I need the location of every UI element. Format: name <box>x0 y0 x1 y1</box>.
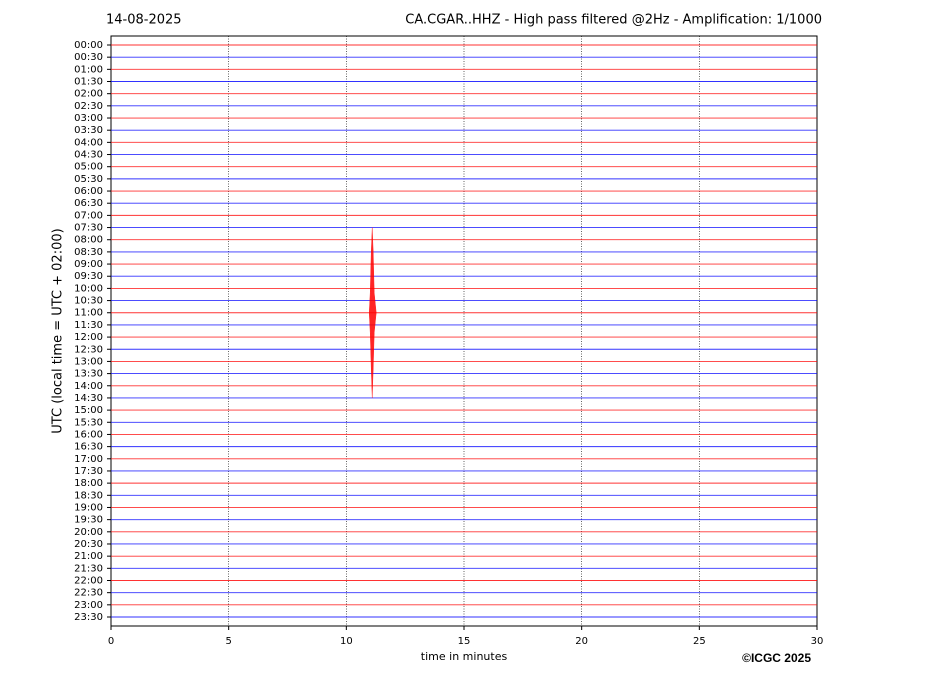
y-tick-label: 05:00 <box>74 162 103 173</box>
y-tick-label: 08:30 <box>74 247 103 258</box>
copyright: ©ICGC 2025 <box>742 651 811 665</box>
y-tick-label: 22:30 <box>74 588 103 599</box>
y-tick-label: 01:00 <box>74 64 103 75</box>
y-tick-label: 14:00 <box>74 381 103 392</box>
y-tick-label: 16:30 <box>74 442 103 453</box>
y-tick-label: 04:00 <box>74 137 103 148</box>
y-tick-label: 08:00 <box>74 235 103 246</box>
y-tick-label: 04:30 <box>74 150 103 161</box>
y-tick-label: 23:30 <box>74 612 103 623</box>
y-tick-label: 09:00 <box>74 259 103 270</box>
y-tick-label: 20:30 <box>74 539 103 550</box>
y-tick-label: 02:00 <box>74 89 103 100</box>
y-tick-label: 06:30 <box>74 198 103 209</box>
y-tick-label: 17:30 <box>74 466 103 477</box>
y-tick-label: 10:30 <box>74 296 103 307</box>
y-tick-label: 03:30 <box>74 125 103 136</box>
y-tick-label: 05:30 <box>74 174 103 185</box>
y-tick-label: 19:30 <box>74 515 103 526</box>
y-tick-label: 21:30 <box>74 563 103 574</box>
y-tick-label: 13:30 <box>74 369 103 380</box>
y-tick-label: 16:00 <box>74 429 103 440</box>
chart-title: CA.CGAR..HHZ - High pass filtered @2Hz -… <box>405 13 822 28</box>
x-tick-label: 10 <box>340 636 353 647</box>
y-tick-label: 02:30 <box>74 101 103 112</box>
y-tick-label: 14:30 <box>74 393 103 404</box>
y-tick-label: 15:00 <box>74 405 103 416</box>
y-tick-label: 22:00 <box>74 575 103 586</box>
x-axis-label: time in minutes <box>421 650 508 663</box>
y-tick-label: 19:00 <box>74 502 103 513</box>
y-tick-label: 00:30 <box>74 52 103 63</box>
y-tick-label: 17:00 <box>74 454 103 465</box>
event-waveform <box>368 227 377 398</box>
x-tick-label: 20 <box>575 636 588 647</box>
y-tick-label: 23:00 <box>74 600 103 611</box>
y-tick-label: 13:00 <box>74 356 103 367</box>
y-tick-label: 18:00 <box>74 478 103 489</box>
y-tick-label: 07:00 <box>74 210 103 221</box>
x-tick-label: 5 <box>225 636 231 647</box>
y-tick-label: 21:00 <box>74 551 103 562</box>
y-tick-label: 11:00 <box>74 308 103 319</box>
y-tick-label: 11:30 <box>74 320 103 331</box>
y-tick-label: 12:30 <box>74 344 103 355</box>
x-tick-label: 25 <box>693 636 706 647</box>
y-axis-label: UTC (local time = UTC + 02:00) <box>51 228 66 433</box>
y-tick-label: 15:30 <box>74 417 103 428</box>
x-tick-label: 0 <box>108 636 114 647</box>
y-tick-label: 03:00 <box>74 113 103 124</box>
x-tick-label: 30 <box>811 636 824 647</box>
y-tick-label: 00:00 <box>74 40 103 51</box>
y-tick-label: 01:30 <box>74 77 103 88</box>
y-tick-label: 12:00 <box>74 332 103 343</box>
chart-date: 14-08-2025 <box>106 13 182 28</box>
x-tick-label: 15 <box>458 636 471 647</box>
y-tick-label: 20:00 <box>74 527 103 538</box>
y-tick-label: 10:00 <box>74 283 103 294</box>
y-tick-label: 18:30 <box>74 490 103 501</box>
y-tick-label: 09:30 <box>74 271 103 282</box>
y-tick-label: 06:00 <box>74 186 103 197</box>
y-tick-label: 07:30 <box>74 223 103 234</box>
